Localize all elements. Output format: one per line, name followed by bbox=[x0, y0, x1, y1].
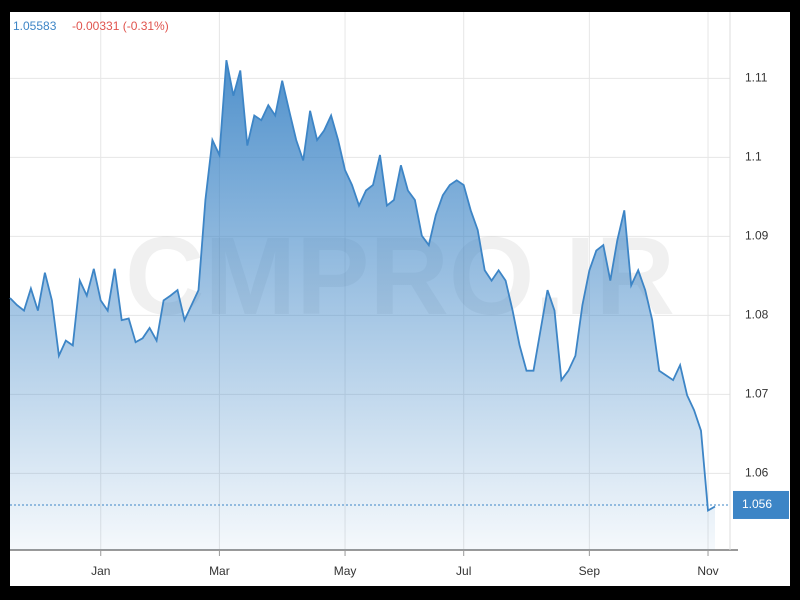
area bbox=[10, 60, 715, 550]
x-tick-label: May bbox=[334, 564, 357, 578]
y-tick-label: 1.11 bbox=[745, 71, 768, 85]
last-price-badge bbox=[733, 490, 789, 519]
price: 1.05583 bbox=[13, 19, 57, 33]
x-tick-label: Mar bbox=[209, 564, 230, 578]
y-tick-label: 1.08 bbox=[745, 308, 769, 322]
last-price-label: 1.056 bbox=[742, 497, 772, 511]
x-tick-label: Nov bbox=[697, 564, 718, 578]
x-tick-label: Jan bbox=[91, 564, 110, 578]
x-tick-label: Jul bbox=[456, 564, 471, 578]
x-tick-label: Sep bbox=[579, 564, 601, 578]
y-tick-label: 1.09 bbox=[745, 229, 769, 243]
y-tick-label: 1.06 bbox=[745, 466, 769, 480]
line bbox=[9, 60, 716, 512]
y-tick-label: 1.1 bbox=[745, 150, 762, 164]
change: -0.00331 (-0.31%) bbox=[72, 19, 169, 33]
y-tick-label: 1.07 bbox=[745, 387, 769, 401]
